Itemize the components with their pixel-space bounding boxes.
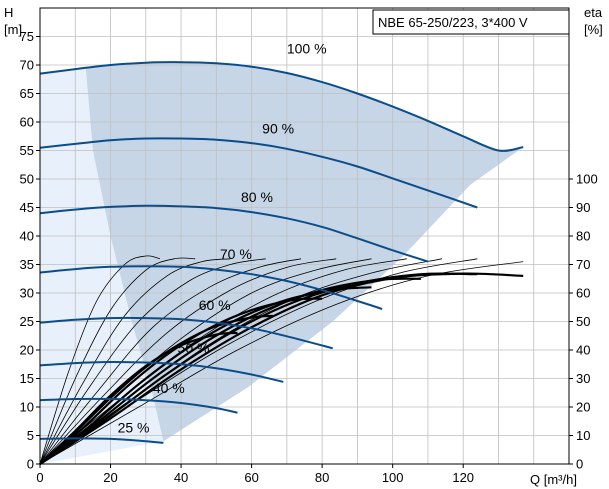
system-curve bbox=[39, 272, 524, 465]
y-tick-label-right: 0 bbox=[576, 457, 583, 472]
y-tick-label-left: 65 bbox=[20, 86, 34, 101]
speed-curve bbox=[39, 265, 383, 310]
y-tick-label-left: 30 bbox=[20, 286, 34, 301]
y-tick-label-left: 55 bbox=[20, 143, 34, 158]
y-tick-label-right: 50 bbox=[576, 314, 590, 329]
y-tick-label-right: 30 bbox=[576, 371, 590, 386]
x-tick-label: 120 bbox=[452, 470, 474, 485]
x-tick-label: 80 bbox=[315, 470, 329, 485]
axes bbox=[36, 7, 573, 468]
speed-curve-label: 60 % bbox=[199, 297, 231, 313]
y-tick-label-left: 70 bbox=[20, 58, 34, 73]
y-tick-label-left: 40 bbox=[20, 229, 34, 244]
chart-title: NBE 65-250/223, 3*400 V bbox=[378, 15, 528, 30]
x-tick-label: 100 bbox=[382, 470, 404, 485]
x-tick-label: 60 bbox=[244, 470, 258, 485]
speed-curve bbox=[39, 316, 333, 350]
y-axis-label-right-bottom: [%] bbox=[584, 22, 603, 37]
system-curves bbox=[39, 272, 524, 465]
y-tick-label-right: 60 bbox=[576, 286, 590, 301]
x-axis-label: Q [m³/h] bbox=[530, 472, 577, 487]
y-tick-label-left: 15 bbox=[20, 371, 34, 386]
y-tick-label-left: 5 bbox=[27, 428, 34, 443]
speed-curve-label: 100 % bbox=[287, 41, 327, 57]
operating-region bbox=[85, 62, 524, 442]
y-tick-label-left: 20 bbox=[20, 343, 34, 358]
y-tick-label-left: 10 bbox=[20, 400, 34, 415]
efficiency-curve bbox=[39, 255, 161, 465]
y-axis-label-right-top: eta bbox=[584, 5, 603, 20]
y-tick-label-left: 0 bbox=[27, 457, 34, 472]
speed-curve-label: 70 % bbox=[220, 246, 252, 262]
efficiency-curve bbox=[39, 258, 231, 465]
speed-curve-label: 80 % bbox=[241, 189, 273, 205]
y-tick-label-right: 10 bbox=[576, 428, 590, 443]
speed-curve bbox=[39, 360, 284, 383]
efficiency-curve bbox=[39, 258, 302, 465]
speed-curve bbox=[39, 204, 429, 263]
speed-curve bbox=[39, 61, 524, 152]
speed-curve-label: 25 % bbox=[118, 420, 150, 436]
speed-curve bbox=[39, 397, 238, 414]
speed-curve bbox=[39, 437, 164, 444]
efficiency-curve bbox=[39, 258, 407, 465]
speed-curve-label: 40 % bbox=[153, 380, 185, 396]
y-tick-label-left: 50 bbox=[20, 172, 34, 187]
speed-curves: 100 % 90 % 80 % 70 % 60 % 50 % 40 % 25 % bbox=[39, 41, 524, 444]
x-tick-label: 0 bbox=[36, 470, 43, 485]
speed-curve bbox=[39, 137, 478, 209]
tick-labels: 0 20 40 60 80 100 1200510152025303540455055606… bbox=[20, 29, 598, 485]
y-tick-label-right: 100 bbox=[576, 172, 598, 187]
grid-lines bbox=[40, 8, 569, 464]
y-tick-label-left: 75 bbox=[20, 29, 34, 44]
y-axis-label-left-bottom: [m] bbox=[4, 22, 22, 37]
x-tick-label: 40 bbox=[174, 470, 188, 485]
y-tick-label-right: 70 bbox=[576, 257, 590, 272]
y-tick-label-left: 35 bbox=[20, 257, 34, 272]
title-box bbox=[372, 9, 570, 35]
efficiency-curve bbox=[39, 258, 266, 465]
y-tick-label-right: 90 bbox=[576, 200, 590, 215]
y-tick-label-left: 60 bbox=[20, 115, 34, 130]
efficiency-curve bbox=[39, 257, 196, 465]
speed-curve-label: 50 % bbox=[178, 340, 210, 356]
y-tick-label-right: 80 bbox=[576, 229, 590, 244]
y-tick-label-left: 25 bbox=[20, 314, 34, 329]
y-tick-label-right: 20 bbox=[576, 400, 590, 415]
x-tick-label: 20 bbox=[103, 470, 117, 485]
y-axis-label-left-top: H bbox=[4, 5, 13, 20]
speed-curve-label: 90 % bbox=[262, 120, 294, 136]
y-tick-label-left: 45 bbox=[20, 200, 34, 215]
y-tick-label-right: 40 bbox=[576, 343, 590, 358]
